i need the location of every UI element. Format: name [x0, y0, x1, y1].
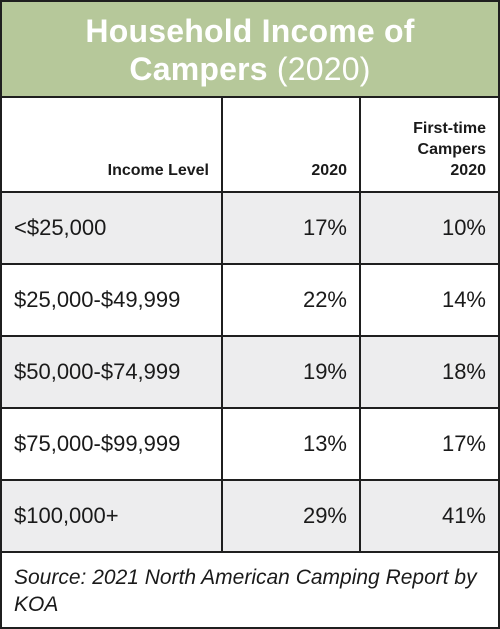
table-row: $100,000+ 29% 41%: [2, 480, 498, 553]
income-cell: $50,000-$74,999: [2, 336, 223, 409]
header-income-level: Income Level: [2, 98, 223, 193]
value-first-time-cell: 41%: [360, 480, 498, 553]
value-2020-cell: 13%: [222, 408, 361, 481]
header-income-label: Income Level: [107, 162, 209, 179]
income-cell: $75,000-$99,999: [2, 408, 223, 481]
income-table: Income Level 2020 First-time Campers 202…: [2, 98, 498, 553]
value-2020-cell: 29%: [222, 480, 361, 553]
title-line-2: Campers (2020): [2, 50, 498, 88]
header-first-time: First-time Campers 2020: [360, 98, 498, 193]
header-2020-label: 2020: [311, 162, 347, 179]
title-campers: Campers: [129, 51, 268, 87]
value-first-time-cell: 18%: [360, 336, 498, 409]
title-line-1: Household Income of: [85, 13, 415, 49]
table-row: $75,000-$99,999 13% 17%: [2, 408, 498, 481]
table-row: <$25,000 17% 10%: [2, 192, 498, 265]
income-cell: <$25,000: [2, 192, 223, 265]
value-first-time-cell: 17%: [360, 408, 498, 481]
header-first-time-line1: First-time: [413, 120, 486, 137]
value-first-time-cell: 14%: [360, 264, 498, 337]
table-row: $25,000-$49,999 22% 14%: [2, 264, 498, 337]
title-year: (2020): [276, 51, 371, 87]
source-note: Source: 2021 North American Camping Repo…: [14, 566, 477, 616]
header-2020: 2020: [222, 98, 361, 193]
value-2020-cell: 19%: [222, 336, 361, 409]
title-band: Household Income of Campers (2020): [2, 2, 498, 98]
table-row: $50,000-$74,999 19% 18%: [2, 336, 498, 409]
value-first-time-cell: 10%: [360, 192, 498, 265]
income-cell: $25,000-$49,999: [2, 264, 223, 337]
income-cell: $100,000+: [2, 480, 223, 553]
header-row: Income Level 2020 First-time Campers 202…: [2, 98, 498, 193]
header-first-time-line2: Campers: [417, 141, 486, 158]
header-first-time-line3: 2020: [450, 162, 486, 179]
value-2020-cell: 22%: [222, 264, 361, 337]
value-2020-cell: 17%: [222, 192, 361, 265]
